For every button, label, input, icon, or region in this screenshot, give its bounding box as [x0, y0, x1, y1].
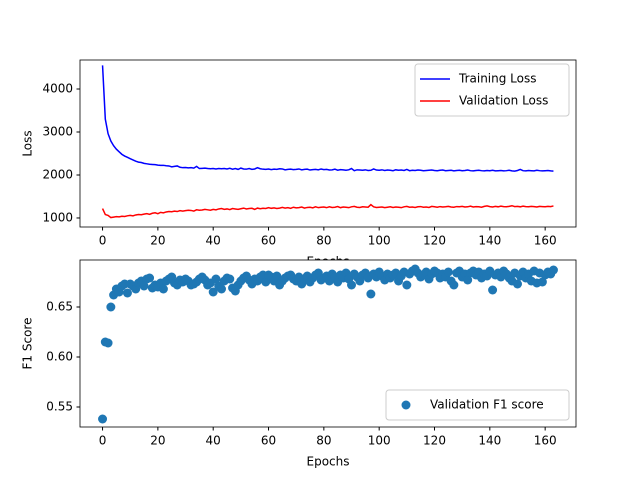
legend-label: Training Loss: [458, 72, 536, 86]
x-tick-label: 0: [99, 434, 107, 448]
y-tick-label: 0.55: [46, 400, 73, 414]
x-tick-label: 40: [206, 434, 221, 448]
y-tick-label: 3000: [42, 125, 73, 139]
score-point: [211, 274, 221, 284]
score-point: [106, 302, 116, 312]
x-tick-label: 120: [423, 234, 446, 248]
axes-frame: [79, 259, 577, 428]
score-point: [208, 287, 218, 297]
x-tick-label: 100: [368, 434, 391, 448]
x-tick-label: 160: [534, 234, 557, 248]
legend-swatch: [401, 400, 411, 410]
score-point: [443, 267, 453, 277]
y-tick-label: 1000: [42, 210, 73, 224]
score-point: [366, 289, 376, 299]
x-tick-label: 160: [534, 434, 557, 448]
x-tick-label: 140: [478, 234, 501, 248]
legend-label: Validation F1 score: [430, 398, 544, 412]
loss-line: [101, 65, 554, 172]
x-tick-label: 60: [261, 434, 276, 448]
y-axis-label: Loss: [21, 130, 35, 156]
score-point: [537, 277, 547, 287]
x-tick-label: 80: [316, 234, 331, 248]
x-tick-label: 120: [423, 434, 446, 448]
x-tick-label: 60: [261, 234, 276, 248]
x-tick-label: 20: [150, 234, 165, 248]
score-point: [216, 284, 226, 294]
x-tick-label: 0: [99, 234, 107, 248]
x-tick-label: 100: [368, 234, 391, 248]
legend-box: [414, 63, 570, 117]
score-point: [512, 279, 522, 289]
score-point: [145, 273, 155, 283]
y-axis-label: F1 Score: [21, 318, 35, 370]
x-axis-label: Epochs: [307, 455, 350, 469]
y-tick-label: 0.60: [46, 350, 73, 364]
x-tick-label: 80: [316, 434, 331, 448]
y-tick-label: 4000: [42, 82, 73, 96]
y-tick-label: 0.65: [46, 300, 73, 314]
score-point: [122, 288, 132, 298]
score-point: [402, 280, 412, 290]
legend-label: Validation Loss: [459, 94, 548, 108]
legend-box: [385, 389, 570, 421]
score-point: [158, 284, 168, 294]
score-point: [463, 275, 473, 285]
x-tick-label: 20: [150, 434, 165, 448]
score-point: [225, 274, 235, 284]
axes-frame: [79, 59, 577, 228]
score-point: [98, 414, 108, 424]
score-point: [347, 280, 357, 290]
y-tick-label: 2000: [42, 167, 73, 181]
x-tick-label: 40: [206, 234, 221, 248]
score-point: [139, 281, 149, 291]
loss-line: [101, 203, 554, 219]
score-point: [488, 285, 498, 295]
score-point: [548, 265, 558, 275]
score-point: [449, 280, 459, 290]
score-point: [103, 338, 113, 348]
x-tick-label: 140: [478, 434, 501, 448]
